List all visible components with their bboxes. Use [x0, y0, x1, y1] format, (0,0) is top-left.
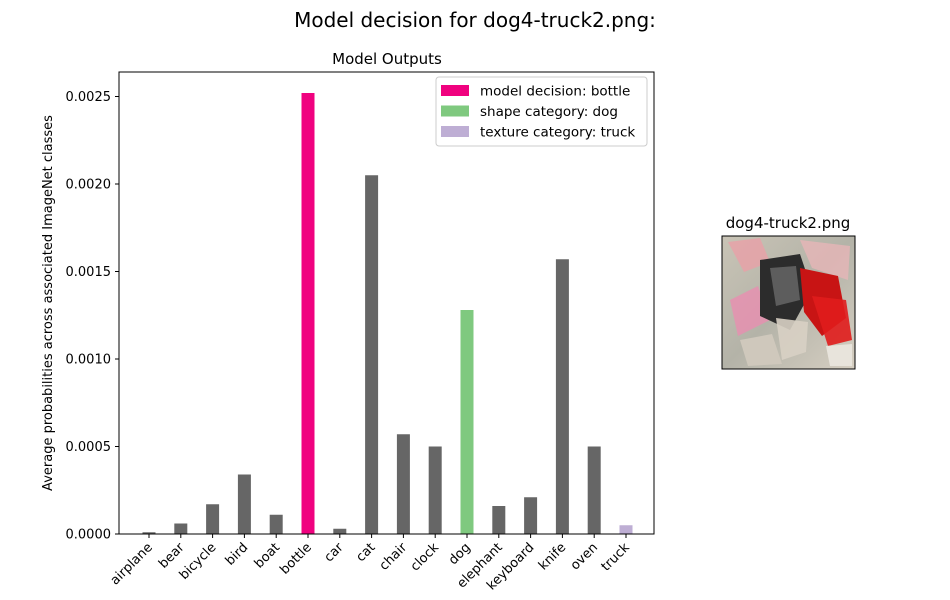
chart-title: Model Outputs: [332, 50, 442, 68]
x-tick-label: knife: [536, 540, 569, 573]
bar-dog: [460, 310, 474, 534]
bar-airplane: [142, 532, 156, 534]
y-axis-title: Average probabilities across associated …: [41, 115, 56, 491]
y-tick-label: 0.0005: [66, 440, 112, 455]
bar-car: [333, 528, 347, 534]
legend-label: model decision: bottle: [480, 84, 630, 100]
legend-swatch: [441, 105, 469, 117]
image-panel-title: dog4-truck2.png: [726, 214, 851, 232]
bar-cat: [365, 175, 379, 534]
bar-boat: [269, 514, 283, 534]
bar-bottle: [301, 93, 315, 534]
bar-knife: [555, 259, 569, 534]
x-tick-label: car: [322, 540, 348, 566]
x-tick-label: bird: [223, 540, 251, 568]
x-tick-label: clock: [408, 540, 443, 575]
figure-title: Model decision for dog4-truck2.png:: [294, 8, 656, 32]
x-tick-label: oven: [568, 540, 601, 573]
bar-bicycle: [206, 504, 220, 534]
bar-chair: [396, 434, 410, 534]
x-tick-label: airplane: [108, 540, 156, 588]
y-tick-label: 0.0020: [66, 178, 112, 193]
legend-label: texture category: truck: [480, 125, 635, 141]
x-tick-label: bottle: [277, 540, 314, 577]
bar-bear: [174, 523, 188, 534]
y-tick-label: 0.0015: [66, 265, 112, 280]
stimulus-image: [721, 235, 856, 370]
bar-clock: [428, 446, 442, 534]
y-tick-label: 0.0010: [66, 353, 112, 368]
plot-frame: [118, 71, 655, 535]
bars-group: [142, 93, 633, 534]
bar-truck: [619, 525, 633, 534]
legend-swatch: [441, 85, 469, 96]
legend-box: [435, 76, 648, 147]
x-tick-label: chair: [377, 540, 411, 574]
bar-elephant: [492, 506, 506, 534]
legend-swatch: [441, 126, 469, 137]
bar-bird: [237, 474, 251, 534]
x-tick-label: truck: [599, 540, 634, 575]
x-tick-label: dog: [446, 540, 474, 568]
legend-label: shape category: dog: [480, 104, 618, 120]
bar-keyboard: [524, 497, 538, 534]
x-tick-label: cat: [354, 540, 379, 565]
legend: model decision: bottle shape category: do…: [435, 76, 648, 147]
y-tick-label: 0.0025: [66, 90, 112, 105]
y-tick-label: 0.0000: [66, 528, 112, 543]
bar-oven: [587, 446, 601, 534]
